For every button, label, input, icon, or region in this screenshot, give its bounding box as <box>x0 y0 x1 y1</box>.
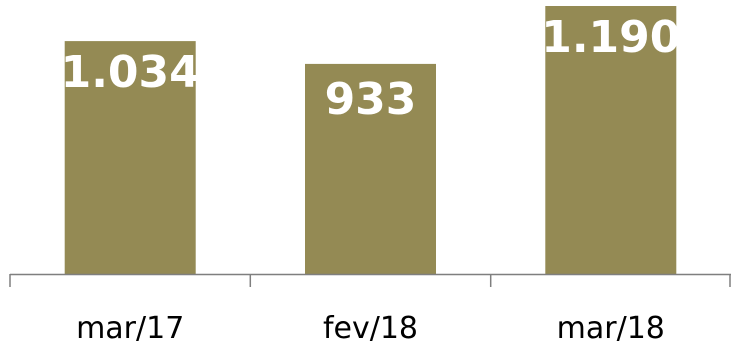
value-label-fev-18: 933 <box>325 74 417 125</box>
bars-group <box>64 6 677 275</box>
bar-mar-18 <box>545 6 677 274</box>
x-tick-labels-group: mar/17 fev/18 mar/18 <box>76 311 665 343</box>
bar-mar-17 <box>64 41 196 274</box>
x-axis <box>9 273 731 287</box>
x-tick-label-mar-18: mar/18 <box>557 311 665 343</box>
bar-fev-18 <box>305 63 436 275</box>
x-tick-label-mar-17: mar/17 <box>76 311 184 343</box>
value-label-mar-18: 1.190 <box>541 12 680 63</box>
value-label-mar-17: 1.034 <box>61 47 200 98</box>
x-tick-label-fev-18: fev/18 <box>323 311 418 343</box>
value-labels-group: 1.034 933 1.190 <box>61 12 681 125</box>
